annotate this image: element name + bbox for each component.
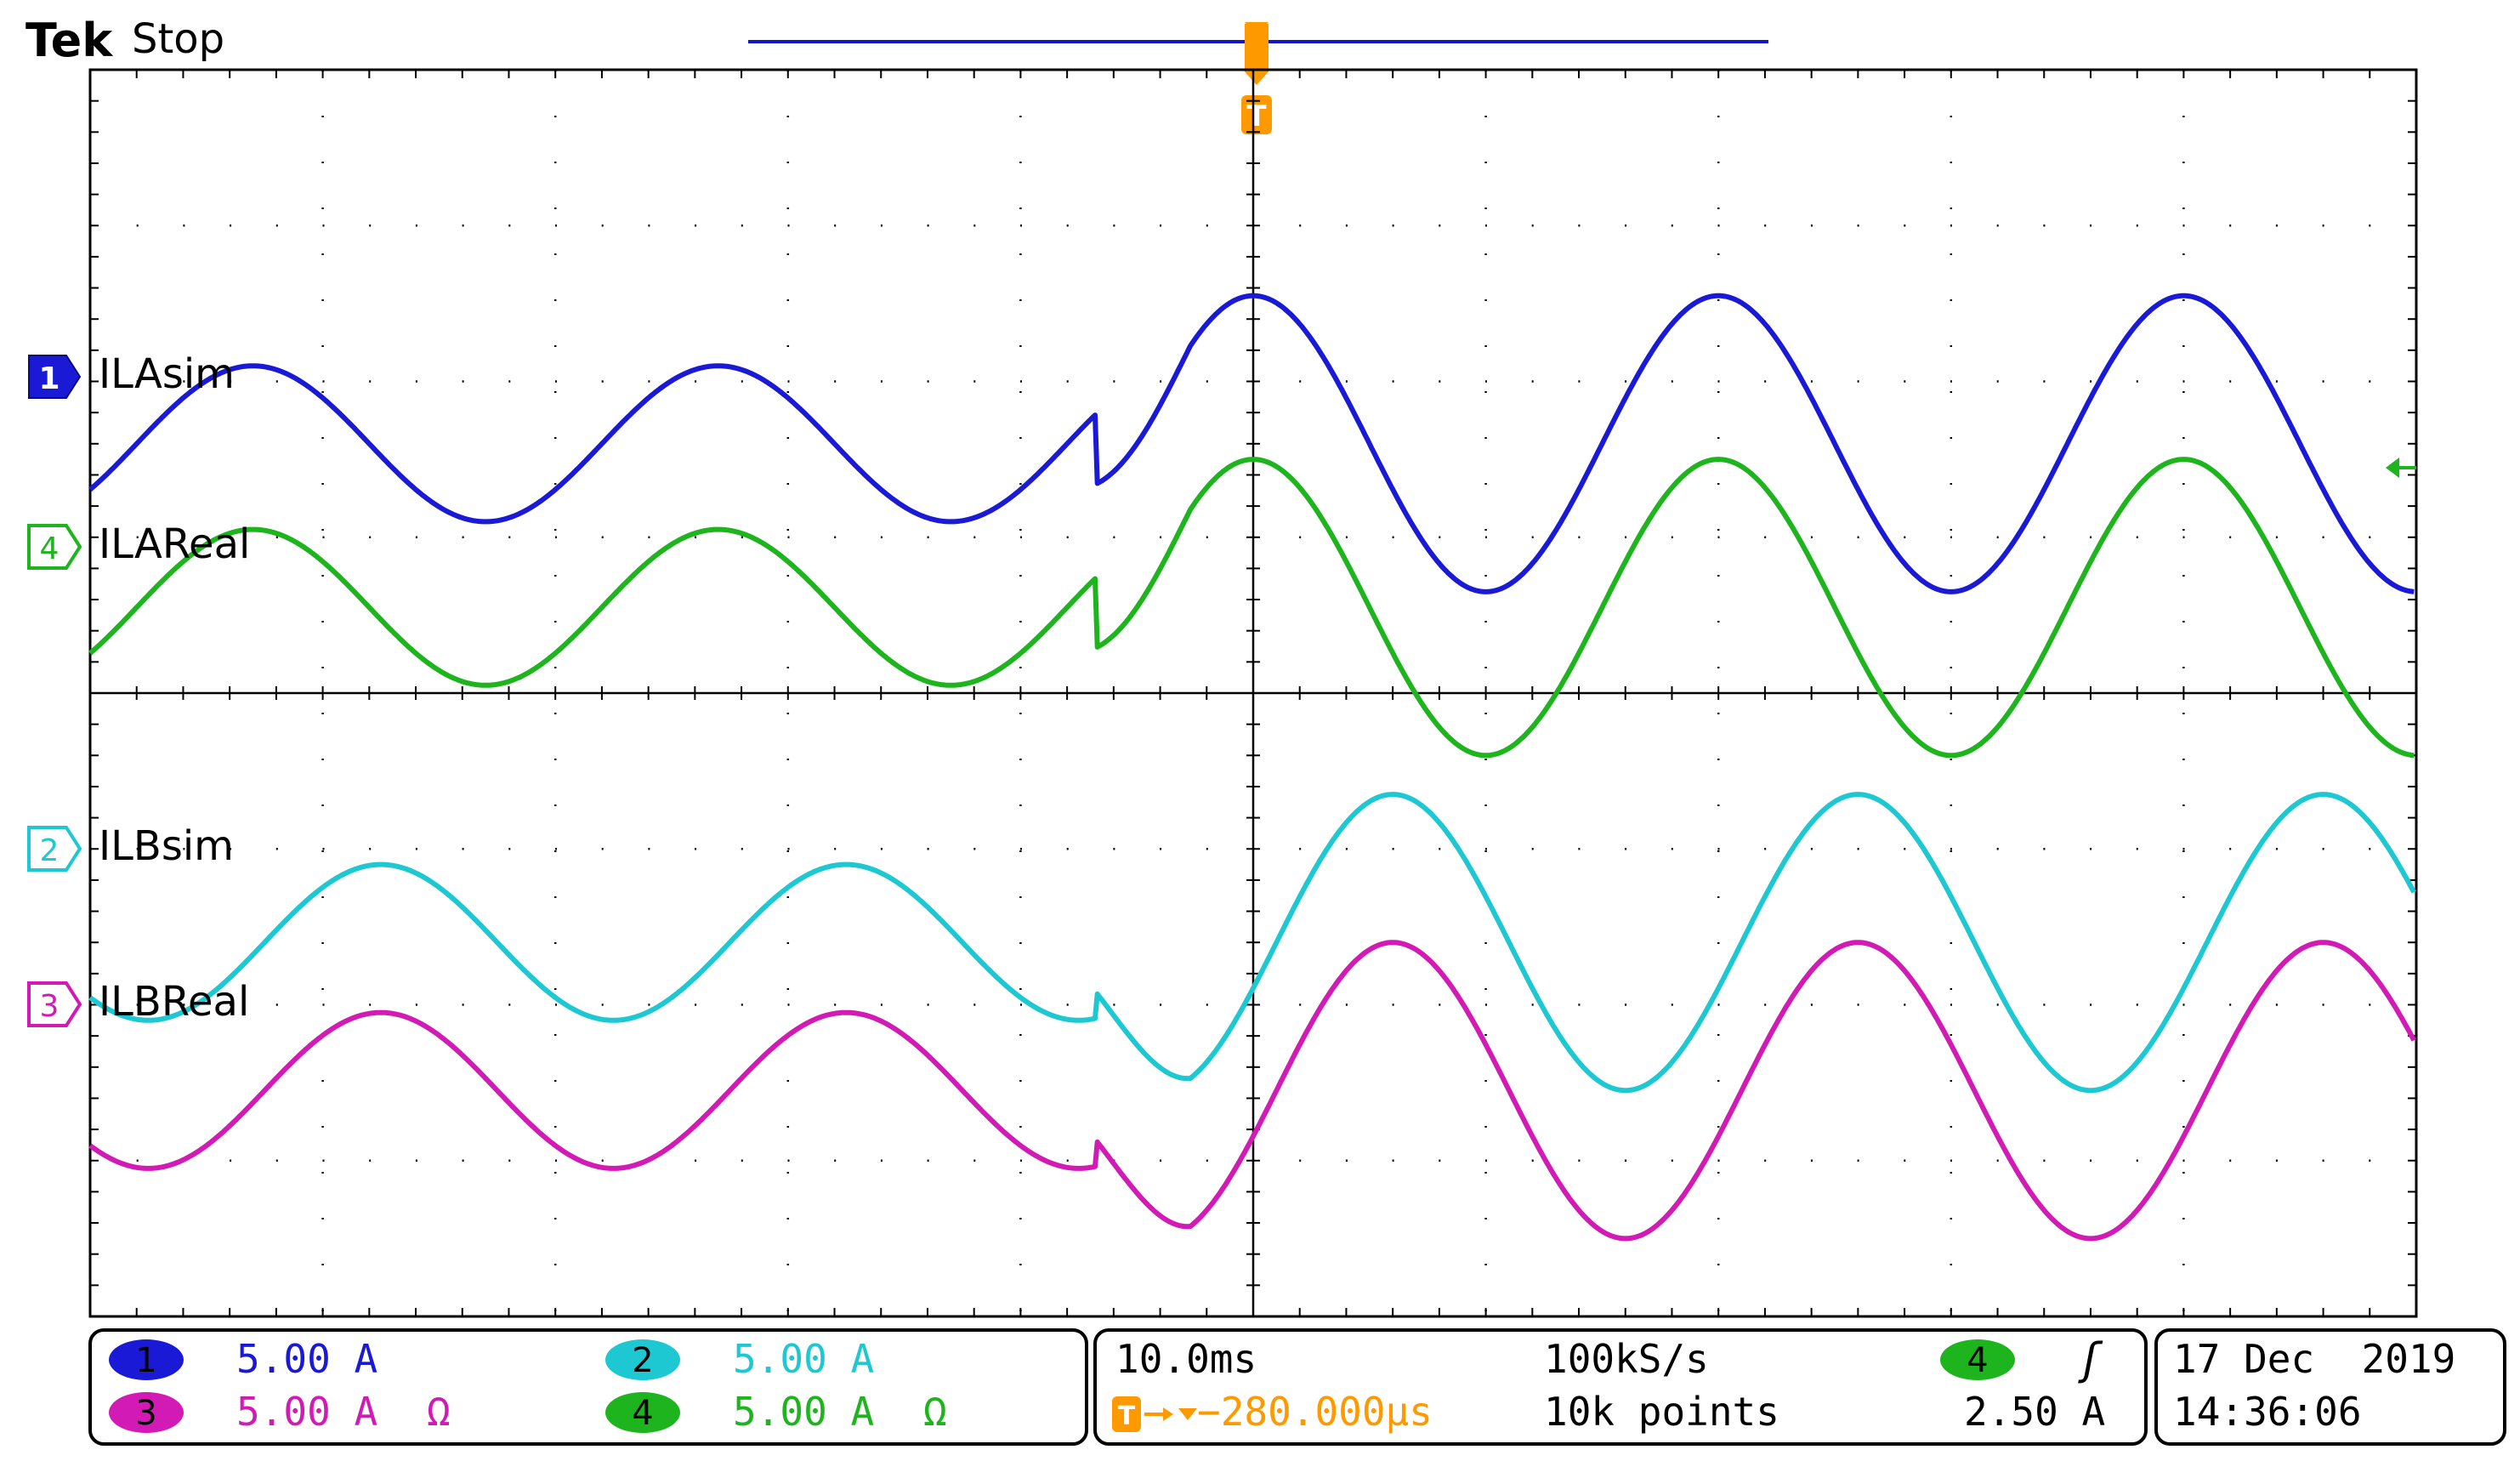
channel-marker-2[interactable]: 2	[27, 826, 82, 872]
trace-ILBsim	[88, 792, 2416, 1094]
channel-3-name: ILBReal	[99, 978, 249, 1026]
datetime-panel	[2154, 1328, 2506, 1446]
date-readout: 17 Dec 2019	[2173, 1336, 2455, 1382]
time-per-division: 10.0ms	[1115, 1336, 1257, 1382]
trace-ILAsim	[88, 293, 2415, 594]
channel-marker-1-number: 1	[38, 361, 60, 396]
channel-marker-4-number: 4	[40, 532, 60, 566]
trigger-position-value: −280.000μs	[1197, 1389, 1433, 1435]
graticule-border	[88, 68, 2418, 1318]
channel-marker-3[interactable]: 3	[27, 981, 82, 1027]
channel-marker-1[interactable]: 1	[28, 355, 82, 399]
readout-ch4-scale: 5.00 A	[733, 1389, 874, 1435]
readout-ch4-number: 4	[632, 1394, 653, 1433]
readout-ch3-number: 3	[135, 1394, 156, 1433]
time-readout: 14:36:06	[2173, 1389, 2362, 1435]
timebase-readout-panel[interactable]	[1093, 1328, 2148, 1446]
channel-2-name: ILBsim	[99, 822, 234, 870]
trigger-offset-icon: T	[1112, 1396, 1197, 1432]
readout-ch2-scale: 5.00 A	[733, 1336, 874, 1382]
trigger-source-badge[interactable]: 4	[1940, 1339, 2015, 1380]
channel-marker-4[interactable]: 4	[27, 524, 82, 570]
channel-marker-3-number: 3	[40, 989, 60, 1024]
readout-ch2-number: 2	[632, 1341, 653, 1380]
readout-ch1-number: 1	[135, 1341, 156, 1380]
readout-ch1[interactable]: 1 5.00 A	[109, 1336, 377, 1382]
brand-label: Tek	[26, 14, 113, 67]
channel-1-name: ILAsim	[99, 350, 235, 398]
readout-ch4-ohm: Ω	[923, 1389, 947, 1435]
acquisition-status: Stop	[132, 15, 224, 63]
channel-4-name: ILAReal	[99, 520, 250, 568]
record-length: 10k points	[1544, 1389, 1779, 1435]
readout-ch2[interactable]: 2 5.00 A	[605, 1336, 874, 1382]
channel-marker-2-number: 2	[40, 833, 60, 868]
readout-ch3[interactable]: 3 5.00 A Ω	[109, 1389, 451, 1435]
trace-ILBReal	[88, 940, 2416, 1242]
trigger-level: 2.50 A	[1964, 1389, 2105, 1435]
trigger-level-marker	[2386, 458, 2416, 478]
readout-ch4[interactable]: 4 5.00 A Ω	[605, 1389, 947, 1435]
trigger-source: 4	[1967, 1341, 1988, 1380]
trigger-position-marker	[1243, 22, 1270, 85]
sample-rate: 100kS/s	[1544, 1336, 1709, 1382]
readout-ch3-ohm: Ω	[427, 1389, 451, 1435]
graticule	[88, 68, 2418, 1318]
readout-ch1-scale: 5.00 A	[236, 1336, 377, 1382]
channel-readout-panel[interactable]	[88, 1328, 1088, 1446]
trace-ILAReal	[88, 457, 2415, 759]
trigger-point-marker: T	[1241, 95, 1272, 134]
waveform-traces	[88, 293, 2416, 1242]
trigger-point-label: T	[1246, 99, 1267, 134]
trigger-offset-icon-letter: T	[1118, 1401, 1136, 1431]
readout-ch3-scale: 5.00 A	[236, 1389, 377, 1435]
